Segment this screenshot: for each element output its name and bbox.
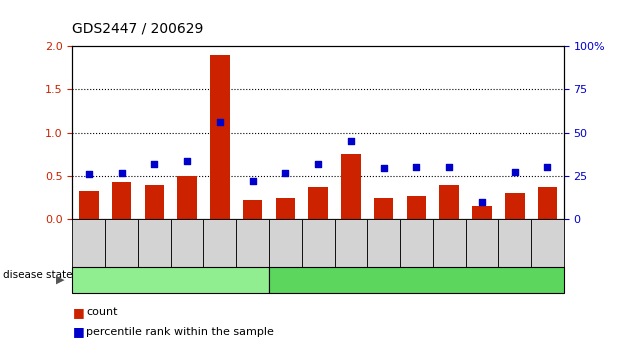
Point bbox=[182, 158, 192, 163]
Bar bbox=[472, 206, 492, 219]
Point bbox=[477, 199, 487, 205]
Bar bbox=[210, 55, 230, 219]
Bar bbox=[374, 198, 394, 219]
Bar bbox=[439, 185, 459, 219]
Text: percentile rank within the sample: percentile rank within the sample bbox=[86, 327, 274, 337]
Bar bbox=[243, 200, 263, 219]
Text: GSM144134: GSM144134 bbox=[183, 216, 192, 271]
Point bbox=[313, 161, 323, 167]
Point bbox=[84, 172, 94, 177]
Text: GSM144126: GSM144126 bbox=[412, 216, 421, 271]
Bar bbox=[177, 176, 197, 219]
Text: count: count bbox=[86, 307, 118, 317]
Text: control: control bbox=[397, 275, 436, 285]
Text: GDS2447 / 200629: GDS2447 / 200629 bbox=[72, 21, 204, 35]
Point bbox=[248, 178, 258, 184]
Text: ■: ■ bbox=[72, 306, 84, 319]
Text: GSM144132: GSM144132 bbox=[117, 216, 126, 271]
Bar bbox=[341, 154, 361, 219]
Text: ■: ■ bbox=[72, 325, 84, 338]
Text: GSM144125: GSM144125 bbox=[379, 216, 388, 271]
Text: GSM144127: GSM144127 bbox=[445, 216, 454, 271]
Bar bbox=[308, 187, 328, 219]
Text: disease state: disease state bbox=[3, 270, 72, 280]
Text: GSM144122: GSM144122 bbox=[281, 216, 290, 270]
Bar bbox=[406, 196, 427, 219]
Text: ▶: ▶ bbox=[55, 275, 64, 285]
Text: GSM144129: GSM144129 bbox=[510, 216, 519, 271]
Text: GSM144133: GSM144133 bbox=[150, 216, 159, 271]
Text: GSM144131: GSM144131 bbox=[84, 216, 93, 271]
Bar bbox=[275, 198, 295, 219]
Text: GSM144135: GSM144135 bbox=[215, 216, 224, 271]
Point bbox=[510, 169, 520, 175]
Bar bbox=[112, 182, 132, 219]
Point bbox=[444, 164, 454, 170]
Point bbox=[280, 170, 290, 176]
Text: GSM144130: GSM144130 bbox=[543, 216, 552, 271]
Point bbox=[117, 170, 127, 176]
Bar bbox=[537, 187, 558, 219]
Point bbox=[379, 165, 389, 171]
Text: nicotine dependence: nicotine dependence bbox=[112, 275, 229, 285]
Bar bbox=[79, 191, 99, 219]
Text: GSM144136: GSM144136 bbox=[248, 216, 257, 271]
Text: GSM144123: GSM144123 bbox=[314, 216, 323, 271]
Point bbox=[411, 165, 421, 170]
Bar bbox=[505, 193, 525, 219]
Text: GSM144124: GSM144124 bbox=[346, 216, 355, 270]
Point bbox=[215, 120, 225, 125]
Point bbox=[149, 161, 159, 167]
Text: GSM144128: GSM144128 bbox=[478, 216, 486, 271]
Point bbox=[346, 138, 356, 144]
Bar bbox=[144, 185, 164, 219]
Point bbox=[542, 165, 553, 170]
